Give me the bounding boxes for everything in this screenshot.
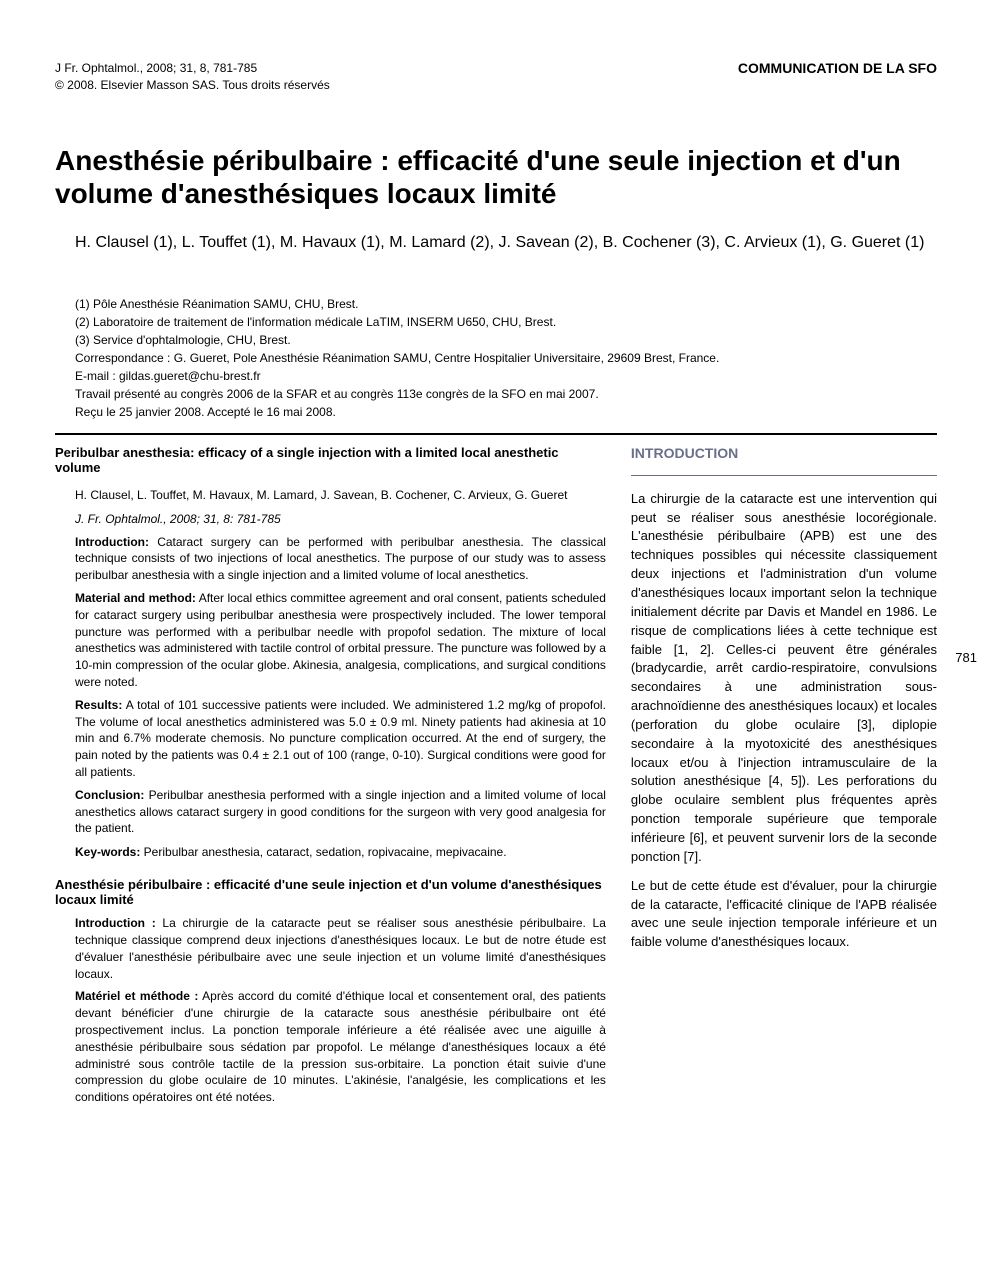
header: J Fr. Ophtalmol., 2008; 31, 8, 781-785 ©…	[55, 60, 937, 94]
journal-info: J Fr. Ophtalmol., 2008; 31, 8, 781-785 ©…	[55, 60, 330, 94]
divider-top	[55, 433, 937, 435]
introduction-heading: INTRODUCTION	[631, 445, 937, 461]
affiliation-1: (1) Pôle Anesthésie Réanimation SAMU, CH…	[75, 295, 937, 313]
email: E-mail : gildas.gueret@chu-brest.fr	[75, 367, 937, 385]
journal-line: J Fr. Ophtalmol., 2008; 31, 8, 781-785	[55, 60, 330, 77]
article-title: Anesthésie péribulbaire : efficacité d'u…	[55, 144, 937, 211]
abstract-en-body: Introduction: Cataract surgery can be pe…	[55, 534, 606, 838]
communication-label: COMMUNICATION DE LA SFO	[738, 60, 937, 76]
abstract-en-intro-label: Introduction:	[75, 535, 149, 549]
affiliation-2: (2) Laboratoire de traitement de l'infor…	[75, 313, 937, 331]
content-columns: Peribulbar anesthesia: efficacy of a sin…	[55, 445, 937, 1112]
introduction-p2: Le but de cette étude est d'évaluer, pou…	[631, 877, 937, 952]
abstract-fr-body: Introduction : La chirurgie de la catara…	[55, 915, 606, 1106]
abstract-en-citation: J. Fr. Ophtalmol., 2008; 31, 8: 781-785	[55, 512, 606, 526]
abstract-en-conclusion-text: Peribulbar anesthesia performed with a s…	[75, 788, 606, 836]
page-number: 781	[955, 650, 977, 665]
abstract-en-results-text: A total of 101 successive patients were …	[75, 698, 606, 779]
abstract-en-method-text: After local ethics committee agreement a…	[75, 591, 606, 689]
authors: H. Clausel (1), L. Touffet (1), M. Havau…	[55, 231, 937, 255]
keywords-en: Key-words: Peribulbar anesthesia, catara…	[55, 845, 606, 859]
keywords-en-label: Key-words:	[75, 845, 140, 859]
introduction-p1: La chirurgie de la cataracte est une int…	[631, 490, 937, 867]
abstract-column: Peribulbar anesthesia: efficacy of a sin…	[55, 445, 606, 1112]
correspondence: Correspondance : G. Gueret, Pole Anesthé…	[75, 349, 937, 367]
affiliation-3: (3) Service d'ophtalmologie, CHU, Brest.	[75, 331, 937, 349]
abstract-fr-title: Anesthésie péribulbaire : efficacité d'u…	[55, 877, 606, 907]
abstract-en-intro-text: Cataract surgery can be performed with p…	[75, 535, 606, 583]
abstract-en-authors: H. Clausel, L. Touffet, M. Havaux, M. La…	[55, 487, 606, 504]
abstract-en-results-label: Results:	[75, 698, 122, 712]
keywords-en-text: Peribulbar anesthesia, cataract, sedatio…	[140, 845, 506, 859]
abstract-fr-method-label: Matériel et méthode :	[75, 989, 198, 1003]
copyright-line: © 2008. Elsevier Masson SAS. Tous droits…	[55, 77, 330, 94]
abstract-en-conclusion-label: Conclusion:	[75, 788, 144, 802]
abstract-fr-method-text: Après accord du comité d'éthique local e…	[75, 989, 606, 1104]
introduction-rule	[631, 475, 937, 476]
abstract-en-title: Peribulbar anesthesia: efficacy of a sin…	[55, 445, 606, 475]
introduction-body: La chirurgie de la cataracte est une int…	[631, 490, 937, 952]
abstract-en-method-label: Material and method:	[75, 591, 196, 605]
introduction-column: INTRODUCTION La chirurgie de la cataract…	[631, 445, 937, 1112]
congress-note: Travail présenté au congrès 2006 de la S…	[75, 385, 937, 403]
abstract-fr-intro-label: Introduction :	[75, 916, 156, 930]
affiliations: (1) Pôle Anesthésie Réanimation SAMU, CH…	[55, 295, 937, 421]
received-accepted: Reçu le 25 janvier 2008. Accepté le 16 m…	[75, 403, 937, 421]
